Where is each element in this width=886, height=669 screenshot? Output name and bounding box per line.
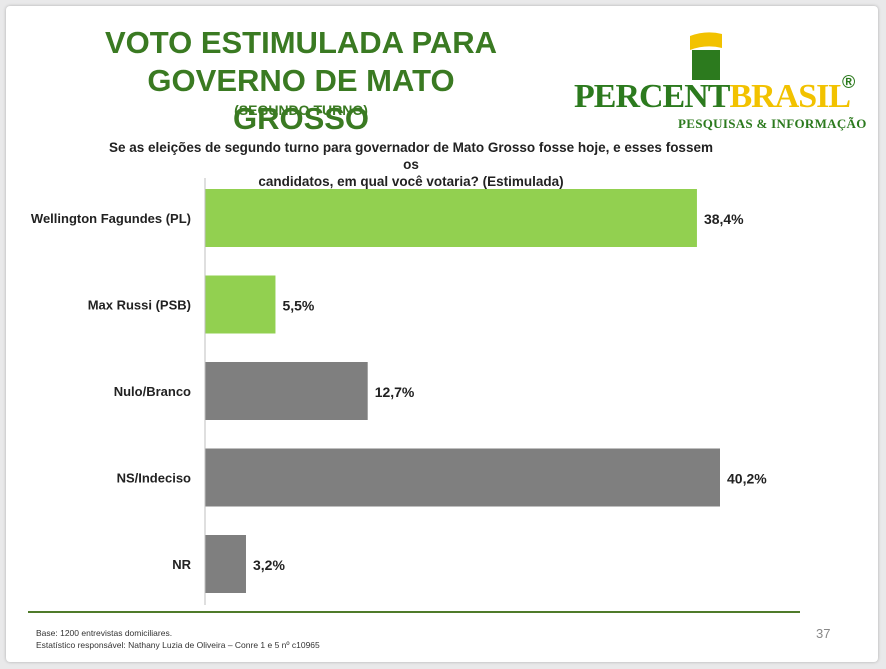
value-label-3: 40,2% [727,471,767,487]
category-label-3: NS/Indeciso [117,471,191,486]
percentbrasil-logo: PERCENTBRASIL ® PESQUISAS & INFORMAÇÃO [574,26,874,136]
category-label-2: Nulo/Branco [114,384,191,399]
survey-question: Se as eleições de segundo turno para gov… [101,139,721,190]
logo-wordmark: PERCENTBRASIL [574,78,851,115]
title-line-1: VOTO ESTIMULADA PARA [104,25,498,60]
question-line-1: Se as eleições de segundo turno para gov… [109,140,713,172]
bar-2 [205,362,368,420]
category-label-4: NR [172,557,191,572]
value-label-4: 3,2% [253,557,285,573]
slide-title: VOTO ESTIMULADA PARA GOVERNO DE MATO GRO… [76,24,526,138]
title-line-2: GOVERNO DE MATO GROSSO [147,63,455,136]
category-label-1: Max Russi (PSB) [88,298,191,313]
logo-tagline: PESQUISAS & INFORMAÇÃO [678,116,867,131]
bar-4 [205,535,246,593]
bar-3 [205,448,720,507]
slide-subtitle: (SEGUNDO TURNO) [234,102,368,118]
value-label-2: 12,7% [375,384,415,400]
footnote-base: Base: 1200 entrevistas domiciliares. [36,628,173,638]
question-line-2: candidatos, em qual você votaria? (Estim… [258,174,564,189]
logo-flag-icon [690,32,722,80]
footnote-statistician: Estatístico responsável: Nathany Luzia d… [36,640,320,650]
slide: VOTO ESTIMULADA PARA GOVERNO DE MATO GRO… [6,6,878,662]
page-number: 37 [816,626,831,641]
bar-1 [205,275,276,334]
value-label-1: 5,5% [282,298,314,314]
value-label-0: 38,4% [704,211,744,227]
category-label-0: Wellington Fagundes (PL) [31,211,191,226]
bar-0 [205,189,697,247]
registered-mark: ® [842,72,856,92]
